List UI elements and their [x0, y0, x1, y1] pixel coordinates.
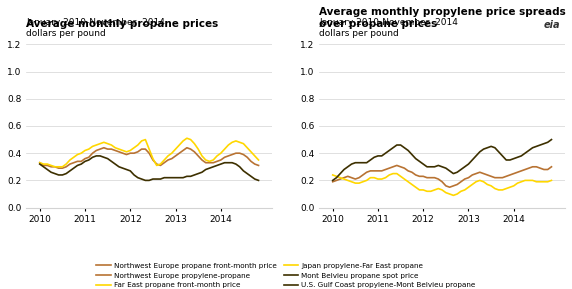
Japan propylene-Far East propane — [495, 188, 502, 192]
Northwest Europe propylene-propane — [495, 176, 502, 179]
Northwest Europe propane front-month price — [63, 165, 70, 168]
Northwest Europe propane front-month price — [37, 161, 43, 164]
U.S. Gulf Coast propylene-Mont Belvieu propane — [488, 145, 495, 148]
Text: January 2010-November  2014: January 2010-November 2014 — [26, 18, 165, 27]
Northwest Europe propane front-month price — [202, 161, 209, 164]
Northwest Europe propylene-propane — [337, 177, 344, 181]
Line: Japan propylene-Far East propane: Japan propylene-Far East propane — [333, 174, 551, 195]
Northwest Europe propane front-month price — [74, 160, 81, 163]
Text: Average monthly propane prices: Average monthly propane prices — [26, 18, 219, 29]
Northwest Europe propylene-propane — [450, 184, 457, 188]
Far East propane front-month price — [202, 158, 209, 162]
Mont Belvieu propane spot price — [59, 173, 66, 177]
Text: dollars per pound: dollars per pound — [26, 29, 106, 38]
Japan propylene-Far East propane — [363, 179, 370, 182]
U.S. Gulf Coast propylene-Mont Belvieu propane — [386, 149, 393, 152]
Far East propane front-month price — [74, 153, 81, 156]
Far East propane front-month price — [184, 136, 190, 140]
Japan propylene-Far East propane — [548, 179, 555, 182]
Japan propylene-Far East propane — [329, 173, 336, 177]
Far East propane front-month price — [153, 164, 160, 167]
Northwest Europe propylene-propane — [363, 171, 370, 174]
Japan propylene-Far East propane — [446, 192, 453, 196]
Northwest Europe propylene-propane — [386, 166, 393, 170]
Far East propane front-month price — [97, 142, 104, 145]
Mont Belvieu propane spot price — [70, 166, 77, 170]
Line: Mont Belvieu propane spot price: Mont Belvieu propane spot price — [40, 156, 259, 180]
U.S. Gulf Coast propylene-Mont Belvieu propane — [548, 138, 555, 141]
Northwest Europe propane front-month price — [157, 164, 164, 167]
Japan propylene-Far East propane — [390, 172, 396, 175]
Text: Average monthly propylene price spreads
over propane prices: Average monthly propylene price spreads … — [319, 7, 566, 29]
Northwest Europe propylene-propane — [446, 186, 453, 189]
U.S. Gulf Coast propylene-Mont Belvieu propane — [337, 172, 344, 175]
Mont Belvieu propane spot price — [142, 179, 149, 182]
Legend: Northwest Europe propane front-month price, Northwest Europe propylene-propane, : Northwest Europe propane front-month pri… — [94, 260, 478, 289]
Far East propane front-month price — [51, 165, 58, 168]
Mont Belvieu propane spot price — [255, 179, 262, 182]
Northwest Europe propane front-month price — [97, 147, 104, 151]
Line: Northwest Europe propane front-month price: Northwest Europe propane front-month pri… — [40, 148, 259, 168]
Far East propane front-month price — [63, 162, 70, 166]
Northwest Europe propylene-propane — [352, 177, 359, 181]
Japan propylene-Far East propane — [386, 173, 393, 177]
Northwest Europe propane front-month price — [44, 164, 51, 167]
Text: dollars per pound: dollars per pound — [319, 29, 399, 38]
Japan propylene-Far East propane — [450, 194, 457, 197]
U.S. Gulf Coast propylene-Mont Belvieu propane — [352, 161, 359, 164]
U.S. Gulf Coast propylene-Mont Belvieu propane — [442, 166, 449, 170]
Mont Belvieu propane spot price — [202, 168, 209, 171]
Mont Belvieu propane spot price — [44, 168, 51, 171]
Line: Northwest Europe propylene-propane: Northwest Europe propylene-propane — [333, 165, 551, 187]
Line: U.S. Gulf Coast propylene-Mont Belvieu propane: U.S. Gulf Coast propylene-Mont Belvieu p… — [333, 140, 551, 180]
Text: eia: eia — [544, 20, 561, 30]
Northwest Europe propylene-propane — [329, 180, 336, 184]
Japan propylene-Far East propane — [352, 181, 359, 185]
Northwest Europe propane front-month price — [255, 164, 262, 167]
Northwest Europe propylene-propane — [548, 165, 555, 168]
Line: Far East propane front-month price: Far East propane front-month price — [40, 138, 259, 167]
U.S. Gulf Coast propylene-Mont Belvieu propane — [363, 161, 370, 164]
Northwest Europe propylene-propane — [394, 164, 400, 167]
Mont Belvieu propane spot price — [157, 177, 164, 181]
U.S. Gulf Coast propylene-Mont Belvieu propane — [329, 179, 336, 182]
Mont Belvieu propane spot price — [37, 162, 43, 166]
Northwest Europe propane front-month price — [101, 146, 108, 149]
Far East propane front-month price — [44, 162, 51, 166]
Far East propane front-month price — [37, 161, 43, 164]
Far East propane front-month price — [255, 158, 262, 162]
Northwest Europe propane front-month price — [55, 166, 62, 170]
Text: January 2010-November  2014: January 2010-November 2014 — [319, 18, 458, 27]
Mont Belvieu propane spot price — [97, 154, 104, 158]
Japan propylene-Far East propane — [337, 176, 344, 179]
Mont Belvieu propane spot price — [93, 154, 100, 158]
